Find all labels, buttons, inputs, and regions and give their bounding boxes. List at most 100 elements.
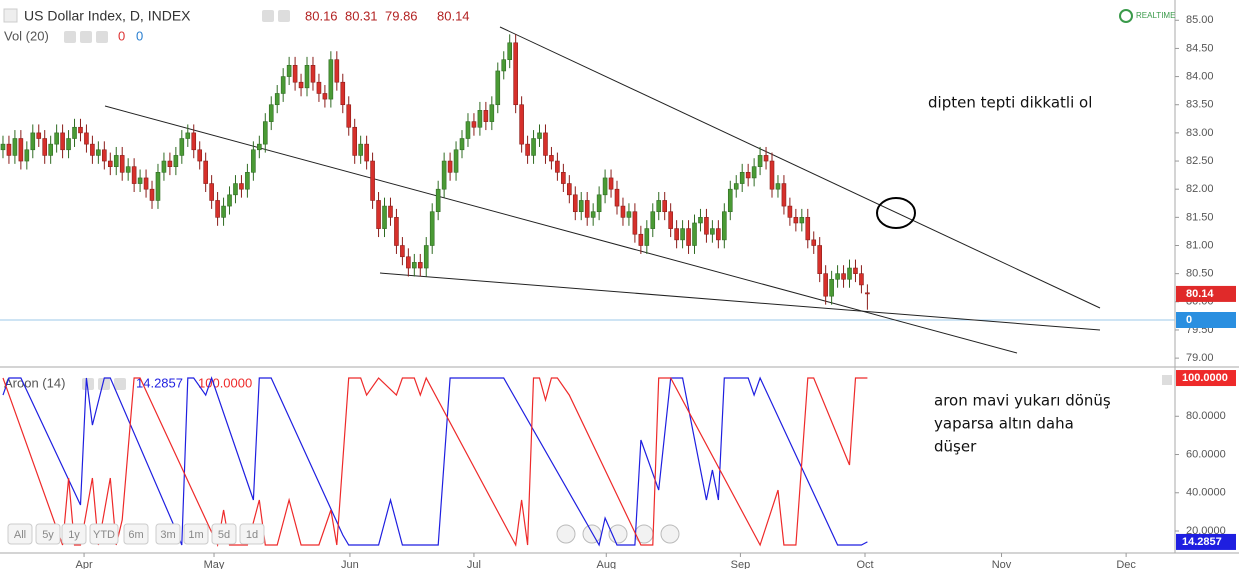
candle-body xyxy=(549,155,554,162)
candle-body xyxy=(352,126,358,156)
close-icon[interactable] xyxy=(96,31,108,43)
candle-body xyxy=(36,132,42,139)
candle-body xyxy=(215,200,220,218)
candle-body xyxy=(388,205,393,218)
trend-line xyxy=(379,272,1101,331)
eye-icon[interactable] xyxy=(64,31,76,43)
candle-body xyxy=(346,104,352,128)
candle-body xyxy=(113,155,119,167)
candle-body xyxy=(608,177,614,190)
candle-body xyxy=(167,160,173,167)
candle-body xyxy=(835,273,840,280)
symbol-title: US Dollar Index, D, INDEX xyxy=(24,8,191,24)
highlight-circle xyxy=(876,197,916,229)
low-value: 79.86 xyxy=(385,8,418,23)
candle-body xyxy=(769,160,775,190)
settings-icon[interactable] xyxy=(80,31,92,43)
zoom-in[interactable] xyxy=(634,524,654,544)
candle-body xyxy=(489,104,495,122)
candle-body xyxy=(286,65,292,77)
candle-body xyxy=(30,132,36,151)
candle-body xyxy=(18,138,24,162)
add-icon[interactable] xyxy=(3,8,18,23)
range-button[interactable] xyxy=(183,523,209,545)
scroll-right[interactable] xyxy=(660,524,680,544)
settings-icon[interactable] xyxy=(278,10,290,22)
candle-body xyxy=(233,183,238,196)
scroll-left[interactable] xyxy=(556,524,576,544)
range-button[interactable] xyxy=(7,523,33,545)
candle-body xyxy=(727,188,733,213)
y-tick-label: 20.0000 xyxy=(1186,525,1226,537)
candle-body xyxy=(716,228,721,241)
candle-body xyxy=(465,121,471,139)
range-button-label: All xyxy=(14,529,26,541)
last-value-tag: 14.2857 xyxy=(1182,536,1222,548)
eye-icon[interactable] xyxy=(262,10,274,22)
volume-title: Vol (20) xyxy=(4,28,49,43)
nav-controls xyxy=(556,524,680,544)
x-tick-label: Oct xyxy=(856,559,873,569)
y-tick-label: 79.00 xyxy=(1186,352,1214,364)
range-button[interactable] xyxy=(35,523,61,545)
range-button[interactable] xyxy=(155,523,181,545)
candle-body xyxy=(72,126,77,139)
candle-body xyxy=(626,211,632,218)
eye-icon[interactable] xyxy=(82,378,94,390)
candle-body xyxy=(262,121,268,145)
range-button[interactable] xyxy=(211,523,237,545)
candle-body xyxy=(376,200,381,229)
candle-body xyxy=(221,205,226,218)
candle-body xyxy=(382,205,387,229)
range-button[interactable] xyxy=(239,523,265,545)
candle-body xyxy=(495,70,501,106)
candle-body xyxy=(638,233,644,246)
candle-body xyxy=(543,132,548,156)
y-tick-label: 81.00 xyxy=(1186,239,1214,251)
range-button-label: 1d xyxy=(246,529,258,541)
high-value: 80.31 xyxy=(345,8,378,23)
candle-body xyxy=(137,177,143,184)
candle-body xyxy=(811,239,817,246)
candle-body xyxy=(662,200,668,213)
candle-body xyxy=(406,256,411,269)
maximize-icon[interactable] xyxy=(1162,375,1172,385)
x-tick-label: Sep xyxy=(731,559,751,569)
range-button[interactable] xyxy=(123,523,149,545)
close-icon[interactable] xyxy=(114,378,126,390)
zoom-out[interactable] xyxy=(582,524,602,544)
x-tick-label: May xyxy=(204,559,225,569)
candle-body xyxy=(245,172,250,190)
candle-body xyxy=(483,110,489,122)
candle-body xyxy=(763,155,769,162)
candle-body xyxy=(429,211,435,246)
candle-body xyxy=(531,138,536,156)
candle-body xyxy=(227,194,232,207)
candle-body xyxy=(131,166,137,184)
candle-body xyxy=(84,132,89,145)
indicator-title: Aroon (14) xyxy=(4,375,65,390)
range-button[interactable] xyxy=(61,523,87,545)
y-tick-label: 81.50 xyxy=(1186,211,1214,223)
settings-icon[interactable] xyxy=(98,378,110,390)
candle-body xyxy=(644,228,650,246)
candles xyxy=(0,34,870,310)
volume-ma-value: 0 xyxy=(136,28,143,43)
candle-body xyxy=(537,132,542,139)
y-tick-label: 40.0000 xyxy=(1186,487,1226,499)
y-tick-label: 82.50 xyxy=(1186,155,1214,167)
candle-body xyxy=(590,211,596,218)
annotation: aron mavi yukarı dönüş xyxy=(934,392,1111,410)
candle-body xyxy=(668,211,673,229)
candle-body xyxy=(614,188,620,207)
candle-body xyxy=(739,172,745,184)
candle-body xyxy=(161,160,167,173)
candle-body xyxy=(584,200,590,218)
candle-body xyxy=(370,160,375,201)
range-button-label: 6m xyxy=(128,529,143,541)
x-tick-label: Jul xyxy=(467,559,481,569)
candle-body xyxy=(54,132,59,145)
range-button[interactable] xyxy=(89,523,119,545)
candle-body xyxy=(60,132,65,151)
